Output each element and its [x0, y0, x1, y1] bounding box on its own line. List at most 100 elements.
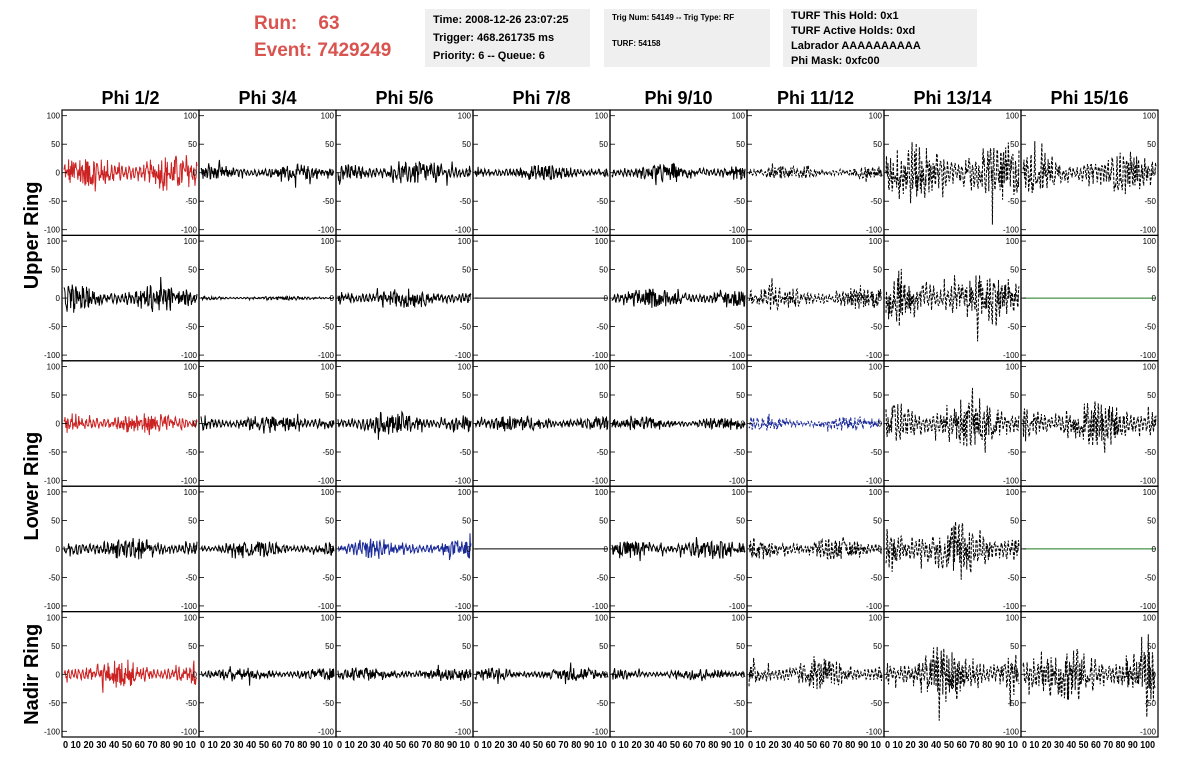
- y-tick-label: 0: [741, 169, 746, 178]
- y-tick-label: -100: [455, 727, 472, 736]
- waveform-line: [748, 278, 883, 312]
- y-tick-label: -50: [322, 573, 334, 582]
- waveform-line: [63, 659, 198, 693]
- y-tick-label: -100: [1140, 351, 1157, 360]
- y-tick-label: -100: [866, 727, 883, 736]
- y-tick-label: -100: [318, 602, 335, 611]
- y-tick-label: 0: [193, 670, 198, 679]
- y-tick-label: 100: [869, 488, 883, 497]
- y-tick-label: -50: [322, 197, 334, 206]
- y-tick-label: 100: [321, 488, 335, 497]
- column-header: Phi 11/12: [777, 88, 854, 108]
- y-tick-label: 0: [1015, 420, 1020, 429]
- y-tick-label: 0: [193, 294, 198, 303]
- y-tick-label: 0: [193, 545, 198, 554]
- y-tick-label: 50: [1010, 140, 1019, 149]
- waveform-line: [63, 537, 198, 560]
- priority-text: Priority: 6 -- Queue: 6: [433, 50, 545, 62]
- y-tick-label: 0: [604, 670, 609, 679]
- y-tick-label: 100: [1143, 488, 1157, 497]
- waveform-line: [611, 668, 746, 682]
- y-tick-label: 50: [325, 516, 334, 525]
- y-tick-label: 100: [47, 363, 61, 372]
- y-tick-label: -100: [729, 226, 746, 235]
- waveform-line: [885, 142, 1020, 225]
- y-tick-label: 100: [47, 112, 61, 121]
- column-header: Phi 1/2: [101, 88, 159, 108]
- y-tick-label: 0: [1152, 294, 1157, 303]
- waveform-line: [1022, 634, 1157, 717]
- y-tick-label: -100: [318, 477, 335, 486]
- y-tick-label: 50: [1010, 391, 1019, 400]
- y-tick-label: 100: [1006, 363, 1020, 372]
- y-tick-label: -50: [1144, 323, 1156, 332]
- y-tick-label: 0: [1015, 545, 1020, 554]
- y-tick-label: 0: [56, 169, 61, 178]
- y-tick-label: 0: [741, 420, 746, 429]
- y-tick-label: 0: [878, 420, 883, 429]
- y-tick-label: -50: [185, 323, 197, 332]
- y-tick-label: -50: [185, 699, 197, 708]
- waveform-line: [611, 162, 746, 186]
- y-tick-label: -50: [48, 197, 60, 206]
- y-tick-label: -100: [1003, 727, 1020, 736]
- y-tick-label: -100: [44, 477, 61, 486]
- y-tick-label: -100: [592, 602, 609, 611]
- x-tick-label: 0 10 20 30 40 50 60 70 80 90 100: [1022, 740, 1155, 751]
- waveform-line: [63, 276, 198, 313]
- waveform-line: [200, 294, 335, 302]
- column-header: Phi 13/14: [913, 88, 991, 108]
- y-tick-label: -50: [459, 448, 471, 457]
- y-tick-label: 0: [330, 294, 335, 303]
- y-tick-label: 0: [878, 670, 883, 679]
- y-tick-label: 50: [325, 266, 334, 275]
- y-tick-label: 50: [462, 391, 471, 400]
- waveform-line: [885, 268, 1020, 342]
- waveform-line: [748, 163, 883, 183]
- column-header: Phi 7/8: [512, 88, 570, 108]
- y-tick-label: 100: [732, 613, 746, 622]
- y-tick-label: 0: [56, 420, 61, 429]
- y-tick-label: 100: [732, 363, 746, 372]
- y-tick-label: 50: [1010, 266, 1019, 275]
- column-header: Phi 5/6: [375, 88, 433, 108]
- y-tick-label: 50: [873, 391, 882, 400]
- y-tick-label: 100: [184, 488, 198, 497]
- y-tick-label: 0: [604, 420, 609, 429]
- waveform-line: [611, 415, 746, 431]
- y-tick-label: -100: [181, 602, 198, 611]
- y-tick-label: 50: [51, 516, 60, 525]
- y-tick-label: -50: [1007, 448, 1019, 457]
- y-tick-label: 0: [56, 670, 61, 679]
- column-header: Phi 3/4: [238, 88, 296, 108]
- y-tick-label: 50: [462, 266, 471, 275]
- waveform-line: [200, 159, 335, 188]
- labrador-text: Labrador AAAAAAAAAA: [791, 40, 921, 52]
- y-tick-label: -100: [1140, 477, 1157, 486]
- y-tick-label: 0: [330, 545, 335, 554]
- y-tick-label: 0: [56, 545, 61, 554]
- waveform-line: [611, 537, 746, 562]
- row-header: Upper Ring: [21, 182, 43, 290]
- y-tick-label: 100: [321, 613, 335, 622]
- y-tick-label: -100: [1003, 351, 1020, 360]
- y-tick-label: 100: [1143, 237, 1157, 246]
- y-tick-label: -50: [1007, 323, 1019, 332]
- x-tick-label: 0 10 20 30 40 50 60 70 80 90 10: [63, 740, 196, 751]
- y-tick-label: 0: [1152, 545, 1157, 554]
- y-tick-label: 0: [467, 420, 472, 429]
- y-tick-label: 50: [1147, 642, 1156, 651]
- y-tick-label: -50: [733, 573, 745, 582]
- y-tick-label: -100: [1003, 602, 1020, 611]
- y-tick-label: 50: [188, 642, 197, 651]
- phi-mask-text: Phi Mask: 0xfc00: [791, 55, 880, 67]
- y-tick-label: 100: [595, 488, 609, 497]
- x-tick-label: 0 10 20 30 40 50 60 70 80 90 10: [748, 740, 881, 751]
- y-tick-label: 100: [1143, 613, 1157, 622]
- y-tick-label: 50: [1147, 391, 1156, 400]
- y-tick-label: 100: [1006, 488, 1020, 497]
- y-tick-label: 100: [458, 112, 472, 121]
- y-tick-label: 100: [321, 237, 335, 246]
- y-tick-label: -100: [866, 351, 883, 360]
